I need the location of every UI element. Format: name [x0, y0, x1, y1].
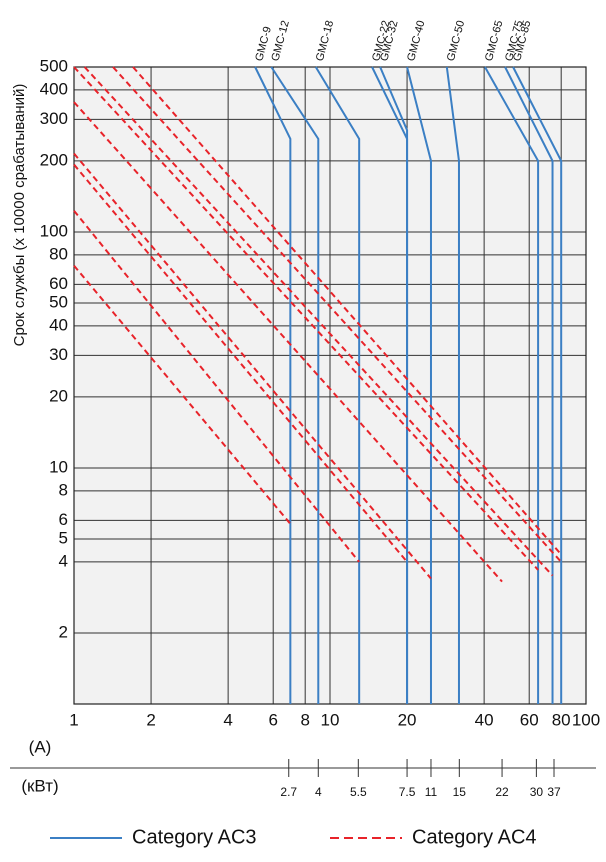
model-label: GMC-50	[445, 19, 467, 62]
ac3-line	[254, 66, 292, 704]
plot-frame	[73, 66, 587, 705]
y-axis-label: Срок службы (x 10000 срабатываний)	[11, 84, 28, 347]
x-tick-label: 60	[520, 710, 539, 729]
y-tick-label: 500	[40, 56, 68, 75]
y-tick-label: 400	[40, 79, 68, 98]
ac4-line	[132, 66, 562, 556]
x-tick-label: 10	[321, 710, 340, 729]
y-tick-label: 2	[59, 622, 68, 641]
x-tick-label: 1	[69, 710, 78, 729]
kw-tick-label: 5.5	[350, 785, 367, 799]
y-tick-label: 4	[59, 551, 68, 570]
ac3-line	[379, 66, 409, 704]
ac3-line	[445, 66, 460, 704]
x-tick-label: 80	[552, 710, 571, 729]
model-label: GMC-12	[269, 19, 291, 62]
model-label: GMC-40	[405, 19, 427, 62]
ac3-line	[484, 66, 540, 704]
kw-tick-label: 30	[530, 785, 544, 799]
x-tick-label: 20	[398, 710, 417, 729]
x-tick-label: 100	[572, 710, 600, 729]
legend-label: Category AC4	[412, 826, 537, 848]
kw-axis-label: (кВт)	[21, 776, 58, 795]
legend-label: Category AC3	[132, 826, 257, 848]
ac3-line	[504, 66, 554, 704]
ac4-line	[73, 101, 503, 583]
x-tick-label: 4	[223, 710, 232, 729]
kw-tick-label: 4	[315, 785, 322, 799]
kw-tick-label: 11	[425, 785, 438, 799]
ac4-line	[83, 66, 554, 577]
y-tick-label: 100	[40, 221, 68, 240]
kw-tick-label: 37	[547, 785, 561, 799]
x-tick-label: 8	[300, 710, 309, 729]
x-tick-label: 2	[146, 710, 155, 729]
ac4-line	[73, 264, 292, 525]
y-tick-label: 5	[59, 529, 68, 548]
ac4-line	[73, 152, 432, 580]
kw-tick-label: 7.5	[399, 785, 416, 799]
model-label: GMC-65	[483, 19, 505, 62]
x-tick-label: 40	[475, 710, 494, 729]
model-label: GMC-18	[314, 19, 336, 62]
y-tick-label: 200	[40, 150, 68, 169]
ac3-line	[270, 66, 320, 704]
kw-tick-label: 2.7	[280, 785, 297, 799]
y-tick-label: 40	[49, 315, 68, 334]
x-tick-label: 6	[268, 710, 277, 729]
kw-tick-label: 15	[453, 785, 467, 799]
ac3-line	[406, 66, 432, 704]
kw-tick-label: 22	[495, 785, 509, 799]
ac4-line	[112, 66, 562, 563]
y-tick-label: 80	[49, 244, 68, 263]
ac4-line	[73, 210, 360, 563]
ac4-line	[73, 163, 408, 563]
y-tick-label: 8	[59, 480, 68, 499]
y-tick-label: 30	[49, 345, 68, 364]
x-axis-label: (A)	[29, 737, 52, 756]
ac3-line	[314, 66, 361, 704]
y-tick-label: 50	[49, 293, 68, 312]
y-tick-label: 10	[49, 457, 68, 476]
y-tick-label: 20	[49, 386, 68, 405]
ac3-line	[512, 66, 563, 704]
y-tick-label: 300	[40, 109, 68, 128]
ac4-line	[73, 66, 539, 571]
y-tick-label: 60	[49, 274, 68, 293]
y-tick-label: 6	[59, 510, 68, 529]
